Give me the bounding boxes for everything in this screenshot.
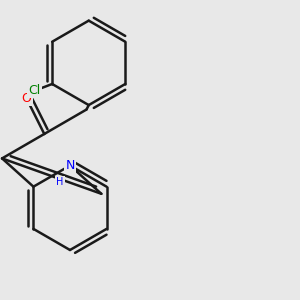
Text: O: O (22, 92, 32, 105)
Text: H: H (56, 177, 64, 187)
Text: N: N (65, 159, 75, 172)
Text: Cl: Cl (29, 84, 41, 97)
